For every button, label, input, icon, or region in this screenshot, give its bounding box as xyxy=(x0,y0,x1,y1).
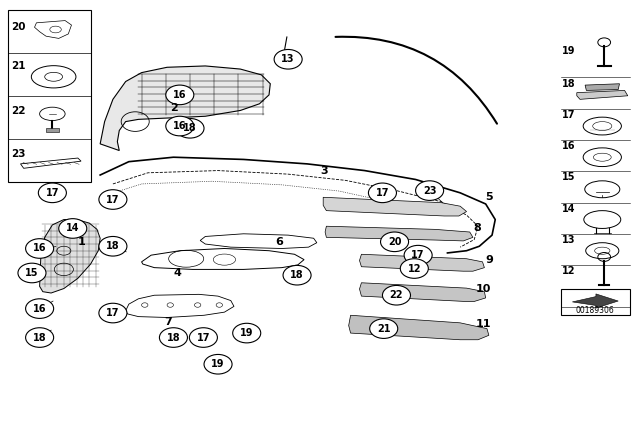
Circle shape xyxy=(370,319,397,338)
Text: 17: 17 xyxy=(45,188,59,198)
Circle shape xyxy=(59,219,87,238)
Polygon shape xyxy=(577,90,628,99)
Bar xyxy=(46,128,59,132)
Circle shape xyxy=(369,183,396,202)
Text: 10: 10 xyxy=(476,284,492,293)
Circle shape xyxy=(166,85,194,105)
Circle shape xyxy=(26,239,54,258)
Circle shape xyxy=(415,181,444,200)
Circle shape xyxy=(400,259,428,278)
Text: 19: 19 xyxy=(211,359,225,369)
Text: 18: 18 xyxy=(106,241,120,251)
Text: 17: 17 xyxy=(106,308,120,318)
Text: 16: 16 xyxy=(562,141,575,151)
Polygon shape xyxy=(40,220,100,293)
Circle shape xyxy=(274,49,302,69)
Text: 21: 21 xyxy=(11,60,26,71)
Text: 11: 11 xyxy=(476,319,492,329)
Text: 17: 17 xyxy=(106,194,120,205)
Text: 19: 19 xyxy=(562,46,575,56)
Text: 18: 18 xyxy=(166,332,180,343)
Text: 14: 14 xyxy=(562,203,575,214)
Polygon shape xyxy=(323,197,467,216)
Circle shape xyxy=(99,190,127,209)
Circle shape xyxy=(189,328,218,347)
Text: 16: 16 xyxy=(33,304,46,314)
Text: 19: 19 xyxy=(240,328,253,338)
Text: 13: 13 xyxy=(562,235,575,245)
Text: 7: 7 xyxy=(164,317,172,327)
Text: 12: 12 xyxy=(408,263,421,274)
Text: 17: 17 xyxy=(376,188,389,198)
Polygon shape xyxy=(100,66,270,151)
Circle shape xyxy=(404,246,432,265)
Text: 22: 22 xyxy=(390,290,403,300)
Circle shape xyxy=(381,232,408,252)
Text: 20: 20 xyxy=(388,237,401,247)
Text: 20: 20 xyxy=(11,22,26,32)
Text: 16: 16 xyxy=(33,243,46,254)
Circle shape xyxy=(159,328,188,347)
Circle shape xyxy=(383,285,410,305)
Text: 8: 8 xyxy=(473,224,481,233)
Text: 6: 6 xyxy=(275,237,284,247)
Text: 4: 4 xyxy=(173,268,181,278)
Text: 5: 5 xyxy=(486,192,493,202)
Circle shape xyxy=(166,116,194,136)
Text: 00189306: 00189306 xyxy=(576,306,614,315)
Text: 14: 14 xyxy=(66,224,79,233)
Text: 16: 16 xyxy=(173,90,187,100)
Circle shape xyxy=(283,265,311,285)
Text: 1: 1 xyxy=(78,237,86,247)
Text: 13: 13 xyxy=(282,54,295,64)
Circle shape xyxy=(99,237,127,256)
Bar xyxy=(561,289,630,315)
Text: 15: 15 xyxy=(562,172,575,182)
Text: 23: 23 xyxy=(11,149,26,159)
Text: 22: 22 xyxy=(11,106,26,116)
Text: 21: 21 xyxy=(377,323,390,334)
Text: 18: 18 xyxy=(291,270,304,280)
Text: 2: 2 xyxy=(170,103,178,113)
Polygon shape xyxy=(349,315,489,340)
Polygon shape xyxy=(360,283,486,302)
Text: 18: 18 xyxy=(33,332,47,343)
Circle shape xyxy=(18,263,46,283)
Text: 17: 17 xyxy=(562,110,575,120)
Bar xyxy=(8,10,91,182)
Polygon shape xyxy=(360,254,484,271)
Text: 17: 17 xyxy=(196,332,210,343)
Text: 12: 12 xyxy=(562,266,575,276)
Text: 16: 16 xyxy=(173,121,187,131)
Circle shape xyxy=(176,118,204,138)
Circle shape xyxy=(204,354,232,374)
Circle shape xyxy=(26,299,54,319)
Text: 18: 18 xyxy=(562,79,576,89)
Text: 18: 18 xyxy=(183,123,197,133)
Polygon shape xyxy=(572,294,618,308)
Text: 17: 17 xyxy=(412,250,425,260)
Polygon shape xyxy=(325,226,473,241)
FancyArrowPatch shape xyxy=(335,37,497,124)
Polygon shape xyxy=(585,84,620,90)
Circle shape xyxy=(233,323,260,343)
Text: 23: 23 xyxy=(423,185,436,196)
Text: 9: 9 xyxy=(486,254,493,265)
Text: 3: 3 xyxy=(320,166,328,176)
Circle shape xyxy=(26,328,54,347)
Circle shape xyxy=(38,183,67,202)
Circle shape xyxy=(99,303,127,323)
Text: 15: 15 xyxy=(25,268,39,278)
